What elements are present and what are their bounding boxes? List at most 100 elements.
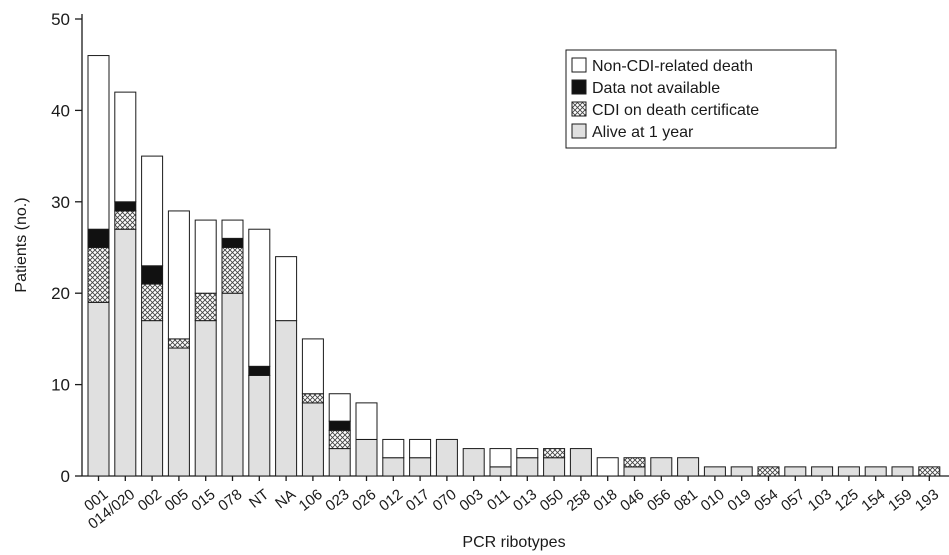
bar-segment	[543, 457, 566, 477]
bar-segment	[114, 210, 137, 230]
x-tick-label: 193	[912, 486, 942, 515]
x-axis-title: PCR ribotypes	[462, 534, 565, 551]
bar-segment	[811, 466, 834, 477]
bar-segment	[141, 283, 164, 322]
x-tick-label: 010	[698, 486, 728, 515]
legend-swatch	[571, 79, 587, 95]
bar-segment	[784, 466, 807, 477]
x-tick-label: 125	[832, 486, 862, 515]
bar-segment	[114, 91, 137, 203]
x-tick-label: 056	[644, 486, 674, 515]
bar-segment	[301, 393, 324, 404]
x-tick-label: 015	[188, 486, 218, 515]
x-tick-label: 159	[885, 486, 915, 515]
legend-label: CDI on death certificate	[592, 102, 759, 119]
bar-segment	[221, 219, 244, 239]
x-tick-label: 023	[322, 486, 352, 515]
bar-segment	[596, 457, 619, 477]
x-tick-label: 050	[537, 486, 567, 515]
bar-segment	[301, 402, 324, 477]
legend-label: Non-CDI-related death	[592, 58, 753, 75]
bar-segment	[141, 320, 164, 477]
bar-segment	[194, 292, 217, 322]
bar-segment	[87, 228, 110, 249]
bar-segment	[650, 457, 673, 477]
bar-segment	[141, 265, 164, 285]
bar-segment	[248, 365, 271, 376]
bar-segment	[409, 457, 432, 477]
bar-segment	[355, 438, 378, 477]
x-tick-label: 005	[162, 486, 192, 515]
y-tick-label: 0	[61, 467, 70, 486]
bars	[87, 55, 941, 477]
bar-segment	[382, 457, 405, 477]
x-tick-label: 019	[724, 486, 754, 515]
x-tick-label: 012	[376, 486, 406, 515]
bar-segment	[409, 438, 432, 459]
legend-label: Alive at 1 year	[592, 124, 694, 141]
bar-segment	[918, 466, 941, 477]
bar-segment	[87, 55, 110, 230]
x-tick-label: 154	[858, 486, 888, 515]
bar-segment	[623, 466, 646, 477]
legend: Non-CDI-related death Data not available C…	[565, 49, 837, 149]
bar-segment	[516, 457, 539, 477]
y-tick-label: 30	[51, 193, 70, 212]
bar-segment	[114, 228, 137, 477]
x-tick-label: 018	[590, 486, 620, 515]
bar-segment	[194, 219, 217, 294]
bar-segment	[275, 256, 298, 322]
bar-segment	[167, 347, 190, 477]
y-tick-label: 40	[51, 101, 70, 120]
bar-segment	[677, 457, 700, 477]
bar-segment	[864, 466, 887, 477]
bar-segment	[221, 292, 244, 477]
x-tick-label: 070	[430, 486, 460, 515]
bar-segment	[167, 338, 190, 349]
legend-frame	[565, 49, 837, 149]
bar-segment	[516, 448, 539, 459]
bar-segment	[355, 402, 378, 440]
x-tick-label: 011	[484, 486, 513, 514]
bar-segment	[703, 466, 726, 477]
x-tick-label: 054	[751, 486, 781, 515]
bar-segment	[248, 374, 271, 477]
x-tick-label: 078	[215, 486, 245, 515]
x-tick-label: 103	[805, 486, 835, 515]
bar-segment	[167, 210, 190, 340]
x-tick-label: 003	[456, 486, 486, 515]
bar-segment	[328, 429, 351, 450]
x-tick-label: 081	[671, 486, 701, 515]
bar-segment	[114, 201, 137, 212]
bar-segment	[194, 320, 217, 477]
bar-segment	[382, 438, 405, 459]
x-tick-label: 013	[510, 486, 540, 515]
x-tick-label: 057	[778, 486, 808, 515]
bar-segment	[730, 466, 753, 477]
bar-segment	[891, 466, 914, 477]
bar-segment	[569, 448, 592, 477]
x-tick-label: 017	[403, 486, 433, 515]
bar-segment	[462, 448, 485, 477]
y-tick-label: 10	[51, 376, 70, 395]
bar-segment	[221, 237, 244, 249]
y-tick-label: 20	[51, 284, 70, 303]
bar-segment	[328, 393, 351, 422]
x-tick-label: 258	[564, 486, 594, 515]
legend-swatch	[571, 57, 587, 73]
bar-segment	[301, 338, 324, 395]
bar-segment	[435, 438, 458, 477]
y-tick-label: 50	[51, 10, 70, 29]
bar-segment	[221, 247, 244, 294]
bar-segment	[489, 466, 512, 477]
bar-segment	[248, 228, 271, 367]
bar-segment	[328, 448, 351, 477]
x-tick-label: 046	[617, 486, 647, 515]
y-axis-title: Patients (no.)	[13, 197, 30, 292]
bar-segment	[275, 320, 298, 477]
y-tick-labels: 0 10 20 30 40 50	[51, 10, 70, 486]
x-tick-label: NA	[272, 486, 299, 512]
x-tick-label: 026	[349, 486, 379, 515]
bar-segment	[328, 420, 351, 431]
